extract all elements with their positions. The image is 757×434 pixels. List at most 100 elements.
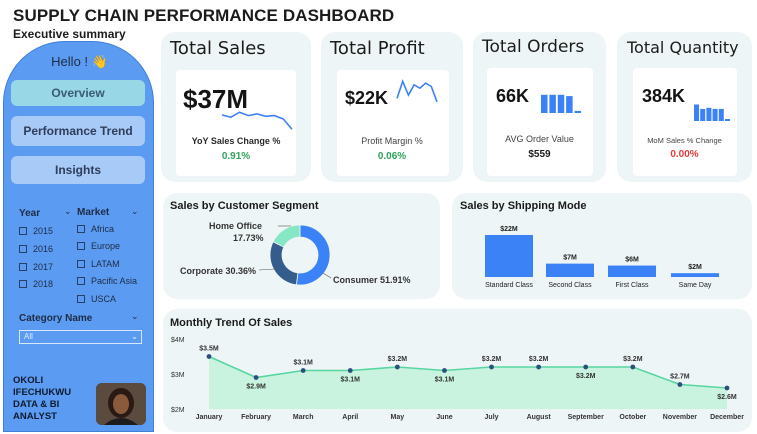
mini-bar	[566, 96, 573, 113]
kpi-title: Total Profit	[330, 38, 425, 59]
year-option-2015[interactable]: 2015	[19, 226, 53, 236]
kpi-title: Total Orders	[482, 37, 585, 57]
data-point[interactable]	[206, 354, 212, 359]
sidebar: Hello ! 👋 Overview Performance Trend Ins…	[3, 41, 154, 432]
mini-bar	[694, 104, 699, 121]
x-tick-label: May	[391, 414, 405, 421]
bar-value-label: $22M	[500, 226, 518, 233]
x-tick-label: August	[527, 414, 552, 421]
checkbox[interactable]	[19, 227, 27, 235]
market-option-europe[interactable]: Europe	[77, 241, 120, 251]
kpi-subtitle: MoM Sales % Change	[647, 136, 722, 145]
nav-insights-button[interactable]: Insights	[11, 156, 145, 184]
bar-value-label: $6M	[625, 257, 639, 264]
data-point[interactable]	[394, 364, 400, 370]
chevron-down-icon[interactable]: ⌄	[131, 206, 139, 216]
kpi-percent: 0.00%	[670, 149, 699, 160]
x-tick-label: October	[619, 414, 646, 421]
x-tick-label: Same Day	[679, 282, 712, 289]
kpi-value: $37M	[183, 84, 249, 114]
bar-standard-class[interactable]	[485, 235, 533, 277]
data-point[interactable]	[489, 364, 494, 370]
nav-performance-trend-button[interactable]: Performance Trend	[11, 116, 145, 146]
data-point[interactable]	[536, 364, 542, 370]
mini-bar	[574, 110, 581, 113]
x-tick-label: December	[710, 414, 744, 421]
checkbox[interactable]	[19, 280, 27, 288]
y-tick-label: $3M	[171, 372, 185, 379]
chevron-down-icon: ⌄	[131, 332, 138, 341]
chevron-down-icon[interactable]: ⌄	[131, 311, 139, 321]
checkbox[interactable]	[19, 245, 27, 253]
bar-value-label: $2M	[688, 264, 702, 271]
mini-bar	[549, 94, 556, 113]
point-value-label: $3.2M	[482, 356, 502, 363]
point-value-label: $3.5M	[199, 346, 219, 353]
x-tick-label: June	[436, 414, 452, 421]
market-option-usca[interactable]: USCA	[77, 294, 116, 304]
data-point[interactable]	[677, 382, 683, 387]
kpi-card-total-sales: Total Sales $37M YoY Sales Change % 0.91…	[161, 32, 311, 182]
point-value-label: $3.2M	[388, 356, 408, 363]
point-value-label: $3.2M	[529, 356, 549, 363]
kpi-subtitle: Profit Margin %	[361, 136, 423, 146]
data-point[interactable]	[630, 364, 636, 370]
nav-overview-button[interactable]: Overview	[11, 80, 145, 106]
checkbox[interactable]	[77, 225, 85, 233]
y-tick-label: $2M	[171, 407, 185, 414]
kpi-card-total-quantity: Total Quantity 384K MoM Sales % Change 0…	[617, 32, 752, 182]
point-value-label: $3.2M	[576, 373, 596, 380]
year-filter-label: Year	[19, 208, 41, 219]
data-point[interactable]	[724, 385, 730, 391]
checkbox[interactable]	[19, 263, 27, 271]
data-point[interactable]	[442, 368, 447, 373]
category-select[interactable]: All ⌄	[19, 330, 142, 344]
kpi-value: 384K	[642, 86, 686, 106]
market-option-pacific-asia[interactable]: Pacific Asia	[77, 276, 137, 286]
market-option-africa[interactable]: Africa	[77, 224, 114, 234]
segment-panel: Sales by Customer Segment Home Office 17…	[163, 193, 440, 299]
mini-bar	[706, 107, 712, 121]
panel-title: Sales by Customer Segment	[170, 200, 319, 212]
author-name: OKOLI IFECHUKWU DATA & BI ANALYST	[13, 375, 72, 422]
data-point[interactable]	[300, 368, 306, 373]
market-filter-label: Market	[77, 207, 110, 218]
x-tick-label: April	[342, 414, 358, 421]
bar-value-label: $7M	[563, 255, 577, 262]
trend-area	[209, 356, 727, 409]
year-option-2018[interactable]: 2018	[19, 279, 53, 289]
kpi-card-total-profit: Total Profit $22K Profit Margin % 0.06%	[321, 32, 463, 182]
profit-sparkline	[396, 79, 438, 103]
x-tick-label: January	[196, 414, 223, 421]
checkbox[interactable]	[77, 260, 85, 268]
mini-bar	[700, 108, 706, 121]
checkbox[interactable]	[77, 277, 85, 285]
data-point[interactable]	[253, 375, 259, 380]
bar-first-class[interactable]	[608, 265, 656, 277]
donut-slice-home-office[interactable]	[272, 224, 301, 248]
year-option-2017[interactable]: 2017	[19, 262, 53, 272]
sales-sparkline	[221, 111, 293, 130]
point-value-label: $3.1M	[293, 360, 313, 367]
point-value-label: $2.9M	[246, 384, 266, 391]
donut-slice-corporate[interactable]	[269, 241, 299, 286]
y-tick-label: $4M	[171, 337, 185, 344]
mini-bar	[541, 94, 548, 113]
point-value-label: $3.2M	[623, 356, 643, 363]
bar-second-class[interactable]	[546, 263, 594, 277]
data-point[interactable]	[347, 368, 353, 373]
greeting: Hello ! 👋	[51, 54, 108, 69]
point-value-label: $2.6M	[717, 394, 737, 401]
checkbox[interactable]	[77, 242, 85, 250]
checkbox[interactable]	[77, 295, 85, 303]
avatar	[96, 383, 146, 425]
year-option-2016[interactable]: 2016	[19, 244, 53, 254]
donut-slice-consumer[interactable]	[295, 224, 331, 286]
x-tick-label: Standard Class	[485, 282, 533, 289]
bar-same-day[interactable]	[671, 273, 719, 277]
chevron-down-icon[interactable]: ⌄	[64, 206, 72, 216]
market-option-latam[interactable]: LATAM	[77, 259, 120, 269]
x-tick-label: First Class	[615, 282, 649, 289]
quantity-mini-bars	[694, 104, 730, 121]
data-point[interactable]	[583, 364, 589, 370]
